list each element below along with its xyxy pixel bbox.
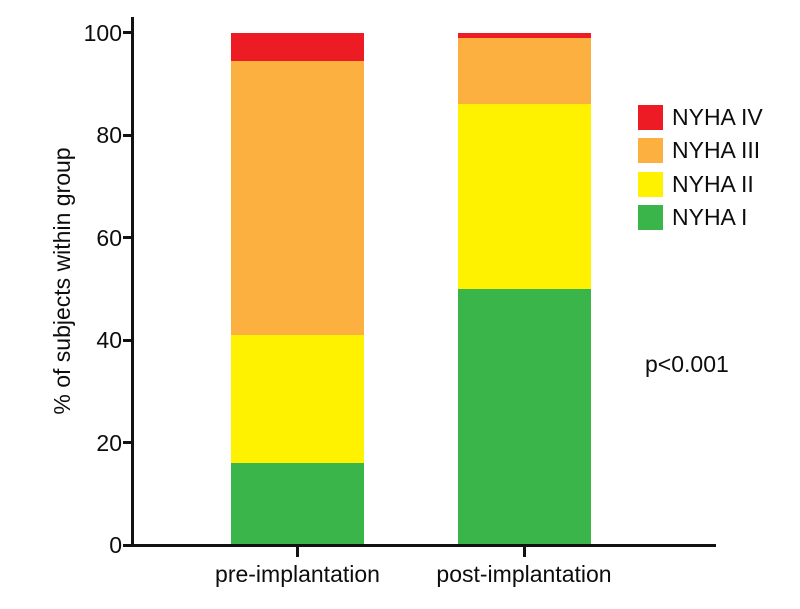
bar-segment-post-implantation-nyha-ii [457,104,591,289]
y-axis-title: % of subjects within group [49,147,75,415]
y-tick-mark [123,441,131,445]
x-category-label-post: post-implantation [436,561,612,587]
bar-segment-post-implantation-nyha-iii [457,37,591,105]
x-tick-mark [296,547,299,557]
x-axis [131,543,716,547]
y-tick-mark [123,31,131,35]
legend-swatch-nyha-i [638,205,663,231]
y-tick-label: 60 [96,224,122,251]
y-tick-label: 20 [96,429,122,456]
y-tick-mark [123,236,131,240]
bar-segment-post-implantation-nyha-iv [457,32,591,38]
y-tick-mark [123,133,131,137]
legend-label-nyha-ii: NYHA II [672,170,754,197]
y-tick-label: 0 [109,532,122,558]
p-value-annotation: p<0.001 [645,351,729,377]
legend-swatch-nyha-ii [638,171,663,197]
bar-segment-pre-implantation-nyha-ii [231,334,364,464]
bar-segment-pre-implantation-nyha-iii [231,60,364,335]
y-tick-mark [123,543,131,547]
bar-segment-post-implantation-nyha-i [457,288,591,545]
legend-swatch-nyha-iv [638,105,663,130]
legend-label-nyha-iv: NYHA IV [672,104,763,130]
bar-segment-pre-implantation-nyha-i [231,463,364,545]
y-tick-label: 80 [96,122,122,149]
y-tick-label: 100 [83,19,122,46]
y-axis [131,17,134,547]
y-tick-label: 40 [96,327,122,354]
y-tick-mark [123,338,131,342]
legend-label-nyha-iii: NYHA III [672,137,761,164]
bar-segment-pre-implantation-nyha-iv [231,32,364,61]
legend-label-nyha-i: NYHA I [672,204,748,231]
legend-swatch-nyha-iii [638,138,663,164]
x-category-label-pre: pre-implantation [215,561,380,587]
x-tick-mark [522,547,526,557]
